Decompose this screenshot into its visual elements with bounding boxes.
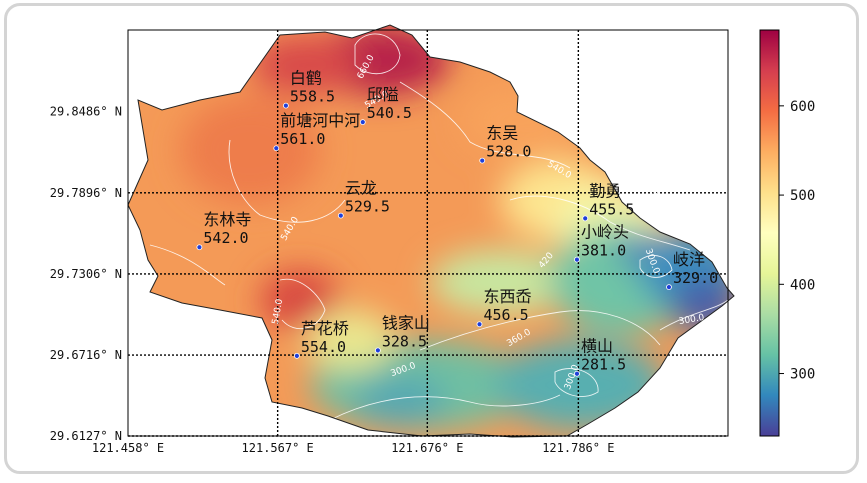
station-value: 554.0 (301, 338, 346, 356)
station-name: 云龙 (345, 179, 377, 198)
colorbar-tick-label: 600 (790, 99, 815, 115)
contour-label: 540.0 (271, 298, 285, 325)
x-axis-ticks: 121.458° E 121.567° E 121.676° E 121.786° E (92, 441, 615, 455)
y-tick-label: 29.6716° N (50, 348, 122, 362)
station-name: 邱隘 (367, 85, 399, 104)
station-name: 岐洋 (673, 250, 705, 269)
station-point (374, 347, 381, 354)
station-point (666, 284, 672, 291)
colorbar: 300 400 500 600 (759, 29, 815, 437)
y-tick-label: 29.8486° N (50, 105, 122, 119)
station-value: 329.0 (673, 269, 718, 287)
station-name: 东西岙 (483, 287, 531, 306)
station-point (337, 212, 344, 219)
x-tick-label: 121.676° E (391, 441, 463, 455)
y-axis-ticks: 29.8486° N 29.7896° N 29.7306° N 29.6716° N… (50, 105, 122, 443)
station-point (479, 157, 486, 164)
colorbar-tick-label: 300 (790, 367, 815, 383)
station-point (574, 256, 580, 263)
station-point (574, 370, 580, 377)
station-name: 前塘河中河 (280, 111, 360, 130)
station-point (582, 215, 589, 222)
station-value: 558.5 (290, 88, 335, 106)
station-point (273, 145, 280, 152)
contour-label: 300.0 (678, 313, 705, 327)
station-value: 542.0 (203, 229, 248, 247)
station-value: 281.5 (581, 356, 626, 374)
station-value: 328.5 (382, 332, 427, 350)
station-value: 528.0 (486, 143, 531, 161)
contour-label: 480 (641, 179, 661, 198)
station-point (359, 119, 366, 126)
station-name: 白鹤 (290, 69, 322, 88)
grid-lines (128, 30, 728, 437)
colorbar-ticks: 300 400 500 600 (779, 99, 815, 383)
colorbar-tick-label: 400 (790, 277, 815, 293)
station-value: 540.5 (367, 104, 412, 122)
station-value: 529.5 (345, 198, 390, 216)
station-point (293, 352, 300, 359)
contour-lines (149, 33, 729, 421)
station-point (476, 321, 483, 328)
station-point (282, 102, 289, 109)
x-tick-label: 121.458° E (92, 441, 164, 455)
x-tick-label: 121.567° E (242, 441, 314, 455)
station-value: 561.0 (280, 130, 325, 148)
station-name: 横山 (581, 337, 613, 356)
y-tick-label: 29.6127° N (50, 429, 122, 443)
station-point (196, 244, 203, 251)
station-name: 东吴 (486, 124, 518, 143)
colorbar-gradient (759, 29, 780, 437)
y-tick-label: 29.7306° N (50, 267, 122, 281)
station-name: 芦花桥 (301, 319, 349, 338)
colorbar-tick-label: 500 (790, 188, 815, 204)
x-tick-label: 121.786° E (542, 441, 614, 455)
station-value: 381.0 (581, 242, 626, 260)
station-value: 456.5 (483, 306, 528, 324)
y-tick-label: 29.7896° N (50, 186, 122, 200)
station-name: 东林寺 (203, 210, 251, 229)
station-value: 455.5 (589, 200, 634, 218)
station-name: 勤勇 (589, 181, 621, 200)
station-name: 钱家山 (382, 313, 430, 332)
station-name: 小岭头 (581, 223, 629, 242)
